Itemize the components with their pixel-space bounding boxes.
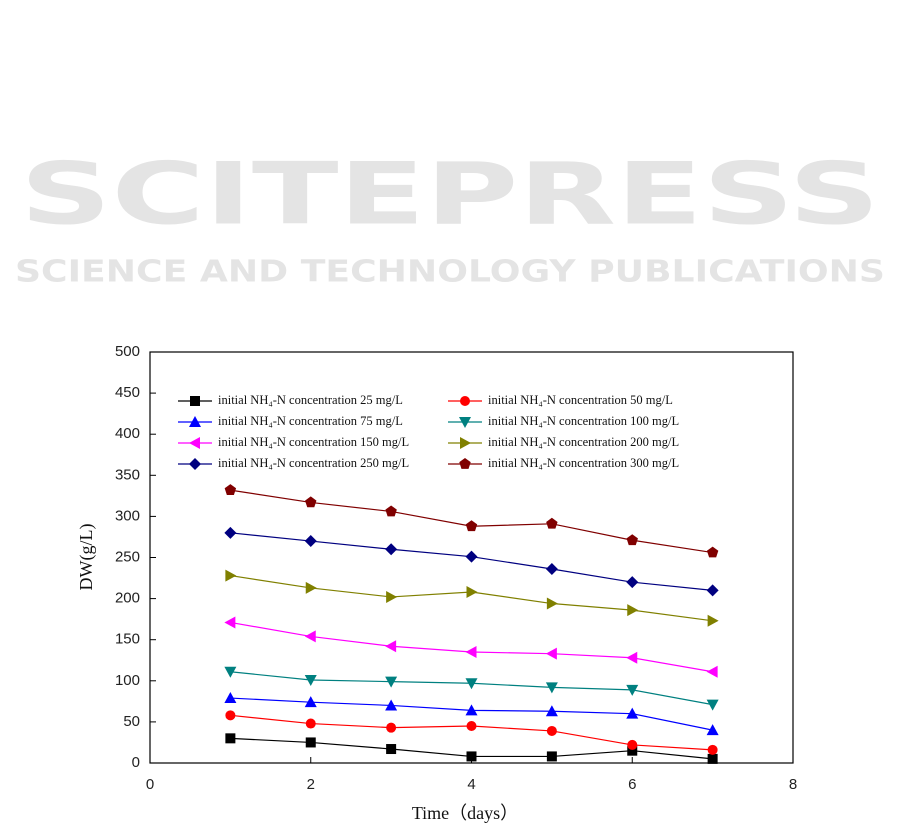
marker [305, 737, 316, 748]
legend-marker [189, 458, 201, 470]
y-tick-label: 350 [115, 466, 140, 483]
y-tick-label: 450 [115, 384, 140, 401]
legend-marker [190, 396, 200, 406]
legend-marker [459, 458, 471, 469]
legend-label: initial NH₄-N concentration 300 mg/L [488, 456, 679, 470]
marker [545, 705, 558, 717]
x-tick-label: 6 [628, 776, 636, 793]
y-tick-label: 300 [115, 507, 140, 524]
legend-label: initial NH₄-N concentration 150 mg/L [218, 435, 409, 449]
x-tick-label: 0 [146, 776, 154, 793]
marker [545, 682, 558, 694]
marker [305, 581, 317, 594]
marker [466, 586, 478, 599]
x-tick-label: 8 [789, 776, 797, 793]
marker [304, 674, 317, 686]
marker [626, 576, 639, 589]
marker [225, 733, 236, 744]
marker [386, 744, 397, 755]
series-line [230, 574, 713, 622]
legend-label: initial NH₄-N concentration 25 mg/L [218, 393, 403, 407]
marker [627, 745, 638, 756]
y-axis-label: DW(g/L) [76, 524, 97, 591]
x-tick-label: 2 [307, 776, 315, 793]
marker [225, 569, 237, 582]
legend-label: initial NH₄-N concentration 75 mg/L [218, 414, 403, 428]
y-tick-label: 400 [115, 425, 140, 442]
marker [707, 744, 718, 755]
marker [545, 563, 558, 576]
marker [385, 543, 398, 556]
watermark-title: SCITEPRESS [20, 144, 880, 244]
y-tick-label: 500 [115, 343, 140, 360]
marker [224, 666, 237, 678]
marker [546, 725, 557, 736]
marker [627, 739, 638, 750]
marker [626, 651, 638, 664]
series-line [230, 714, 713, 751]
marker [466, 721, 477, 732]
marker [224, 526, 237, 539]
x-tick-label: 4 [467, 776, 475, 793]
marker [626, 534, 638, 546]
marker [546, 597, 558, 610]
marker [305, 718, 316, 729]
marker [707, 753, 718, 764]
marker [465, 520, 478, 532]
marker [626, 707, 639, 719]
y-tick-label: 100 [115, 672, 140, 689]
marker [627, 604, 639, 617]
marker [386, 722, 397, 733]
marker [385, 676, 398, 688]
marker [706, 584, 719, 597]
marker [465, 550, 478, 563]
marker [224, 484, 237, 495]
y-tick-label: 150 [115, 631, 140, 648]
legend-label: initial NH₄-N concentration 100 mg/L [488, 414, 679, 428]
legend-marker [189, 437, 200, 449]
legend-label: initial NH₄-N concentration 50 mg/L [488, 393, 673, 407]
marker [465, 704, 478, 716]
marker [304, 630, 316, 643]
marker [706, 546, 719, 558]
legend-marker [460, 437, 471, 449]
legend-marker [460, 396, 470, 406]
marker [546, 517, 558, 529]
legend-label: initial NH₄-N concentration 200 mg/L [488, 435, 679, 449]
marker [465, 678, 478, 690]
marker [466, 751, 477, 762]
marker [224, 692, 237, 704]
marker [465, 646, 477, 659]
marker [304, 696, 317, 708]
marker [386, 590, 398, 603]
marker [385, 699, 398, 711]
y-tick-label: 50 [123, 713, 140, 730]
legend-marker [189, 416, 201, 427]
marker [225, 710, 236, 721]
y-tick-label: 250 [115, 548, 140, 565]
marker [706, 665, 718, 678]
marker [304, 535, 317, 548]
marker [707, 614, 719, 627]
marker [385, 505, 397, 517]
y-tick-label: 0 [132, 754, 140, 771]
marker [385, 640, 397, 653]
marker [546, 751, 557, 762]
marker [224, 616, 236, 629]
marker [545, 647, 557, 660]
x-axis-label: Time（days） [412, 803, 518, 823]
series-line [230, 621, 713, 673]
y-tick-label: 200 [115, 590, 140, 607]
legend-label: initial NH₄-N concentration 250 mg/L [218, 456, 409, 470]
marker [706, 699, 719, 711]
marker [305, 496, 317, 508]
marker [706, 724, 719, 736]
marker [626, 684, 639, 696]
legend-marker [459, 417, 471, 428]
watermark-subtitle: SCIENCE AND TECHNOLOGY PUBLICATIONS [15, 255, 885, 290]
